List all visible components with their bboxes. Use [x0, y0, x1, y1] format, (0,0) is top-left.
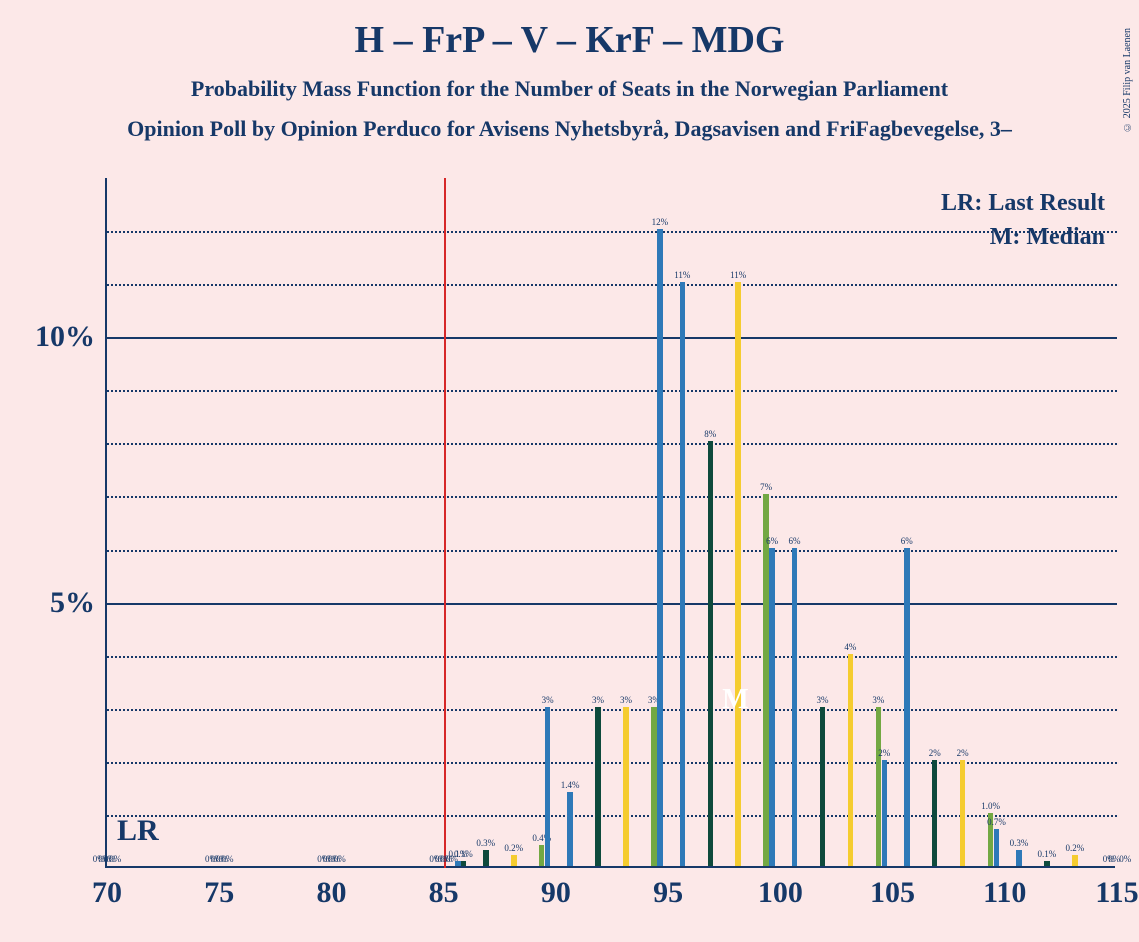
gridline-minor [107, 709, 1117, 711]
x-axis-label: 90 [541, 876, 571, 910]
bar-value-label: 0.2% [1060, 843, 1090, 853]
bar [657, 229, 663, 866]
x-axis-label: 95 [653, 876, 683, 910]
bar-value-label: 7% [751, 482, 781, 492]
gridline-minor [107, 656, 1117, 658]
bar [708, 441, 714, 866]
bar [511, 855, 517, 866]
bar-value-label: 1.0% [976, 801, 1006, 811]
bar-value-label: 0.7% [982, 817, 1012, 827]
bar [932, 760, 938, 866]
bar-value-label: 0.3% [1004, 838, 1034, 848]
bar [882, 760, 888, 866]
gridline-major [107, 337, 1117, 339]
bar [623, 707, 629, 866]
gridline-minor [107, 443, 1117, 445]
gridline-minor [107, 284, 1117, 286]
chart-title: H – FrP – V – KrF – MDG [0, 18, 1139, 62]
gridline-minor [107, 390, 1117, 392]
x-axis-label: 75 [204, 876, 234, 910]
last-result-line [444, 178, 446, 868]
y-axis-label: 5% [50, 586, 95, 620]
x-axis-label: 105 [870, 876, 915, 910]
bar [567, 792, 573, 866]
plot-region: 5%10%707580859095100105110115LRLR: Last … [105, 178, 1115, 868]
bar-value-label: 6% [780, 536, 810, 546]
bar-value-label: 3% [863, 695, 893, 705]
chart-subtitle2: Opinion Poll by Opinion Perduco for Avis… [0, 116, 1139, 142]
bar-value-label: 0% [212, 854, 242, 864]
bar-value-label: 3% [639, 695, 669, 705]
bar-value-label: 3% [611, 695, 641, 705]
bar [769, 548, 775, 866]
bar-value-label: 0.1% [1032, 849, 1062, 859]
bar [1044, 861, 1050, 866]
bar-value-label: 3% [533, 695, 563, 705]
bar [545, 707, 551, 866]
gridline-minor [107, 815, 1117, 817]
bar [876, 707, 882, 866]
copyright-text: © 2025 Filip van Laenen [1122, 28, 1133, 132]
x-axis-label: 85 [429, 876, 459, 910]
chart-subtitle: Probability Mass Function for the Number… [0, 76, 1139, 102]
bar-value-label: 2% [869, 748, 899, 758]
bar-value-label: 3% [583, 695, 613, 705]
gridline-major [107, 603, 1117, 605]
bar-value-label: 0% [325, 854, 355, 864]
bar-value-label: 1.4% [555, 780, 585, 790]
bar [820, 707, 826, 866]
x-axis-label: 100 [758, 876, 803, 910]
bar [1016, 850, 1022, 866]
gridline-minor [107, 496, 1117, 498]
x-axis-label: 110 [983, 876, 1026, 910]
bar-value-label: 6% [892, 536, 922, 546]
bar [848, 654, 854, 866]
bar-value-label: 11% [723, 270, 753, 280]
chart-area: 5%10%707580859095100105110115LRLR: Last … [105, 178, 1115, 868]
bar-value-label: 0% [100, 854, 130, 864]
bar [763, 494, 769, 866]
bar [904, 548, 910, 866]
gridline-minor [107, 762, 1117, 764]
bar-value-label: 0.1% [448, 849, 478, 859]
bar-value-label: 4% [835, 642, 865, 652]
bar-value-label: 0.2% [499, 843, 529, 853]
last-result-label: LR [117, 814, 159, 848]
x-axis-label: 80 [316, 876, 346, 910]
bar-value-label: 8% [695, 429, 725, 439]
legend-last-result: LR: Last Result [941, 190, 1105, 217]
bar [539, 845, 545, 866]
bar-value-label: 12% [645, 217, 675, 227]
gridline-minor [107, 231, 1117, 233]
bar [461, 861, 467, 866]
y-axis-label: 10% [35, 320, 95, 354]
bar [1072, 855, 1078, 866]
x-axis-label: 115 [1095, 876, 1138, 910]
x-axis-label: 70 [92, 876, 122, 910]
bar [483, 850, 489, 866]
bar-value-label: 0.4% [527, 833, 557, 843]
bar-value-label: 2% [948, 748, 978, 758]
bar [595, 707, 601, 866]
bar [960, 760, 966, 866]
bar-value-label: 0.3% [471, 838, 501, 848]
bar-value-label: 11% [667, 270, 697, 280]
bar [735, 282, 741, 866]
bar [792, 548, 798, 866]
bar [680, 282, 686, 866]
bar-value-label: 3% [807, 695, 837, 705]
bar-value-label: 2% [920, 748, 950, 758]
bar [651, 707, 657, 866]
bar [994, 829, 1000, 866]
gridline-minor [107, 550, 1117, 552]
bar-value-label: 0% [1110, 854, 1139, 864]
legend-median: M: Median [990, 224, 1105, 251]
median-marker: M [722, 684, 748, 716]
